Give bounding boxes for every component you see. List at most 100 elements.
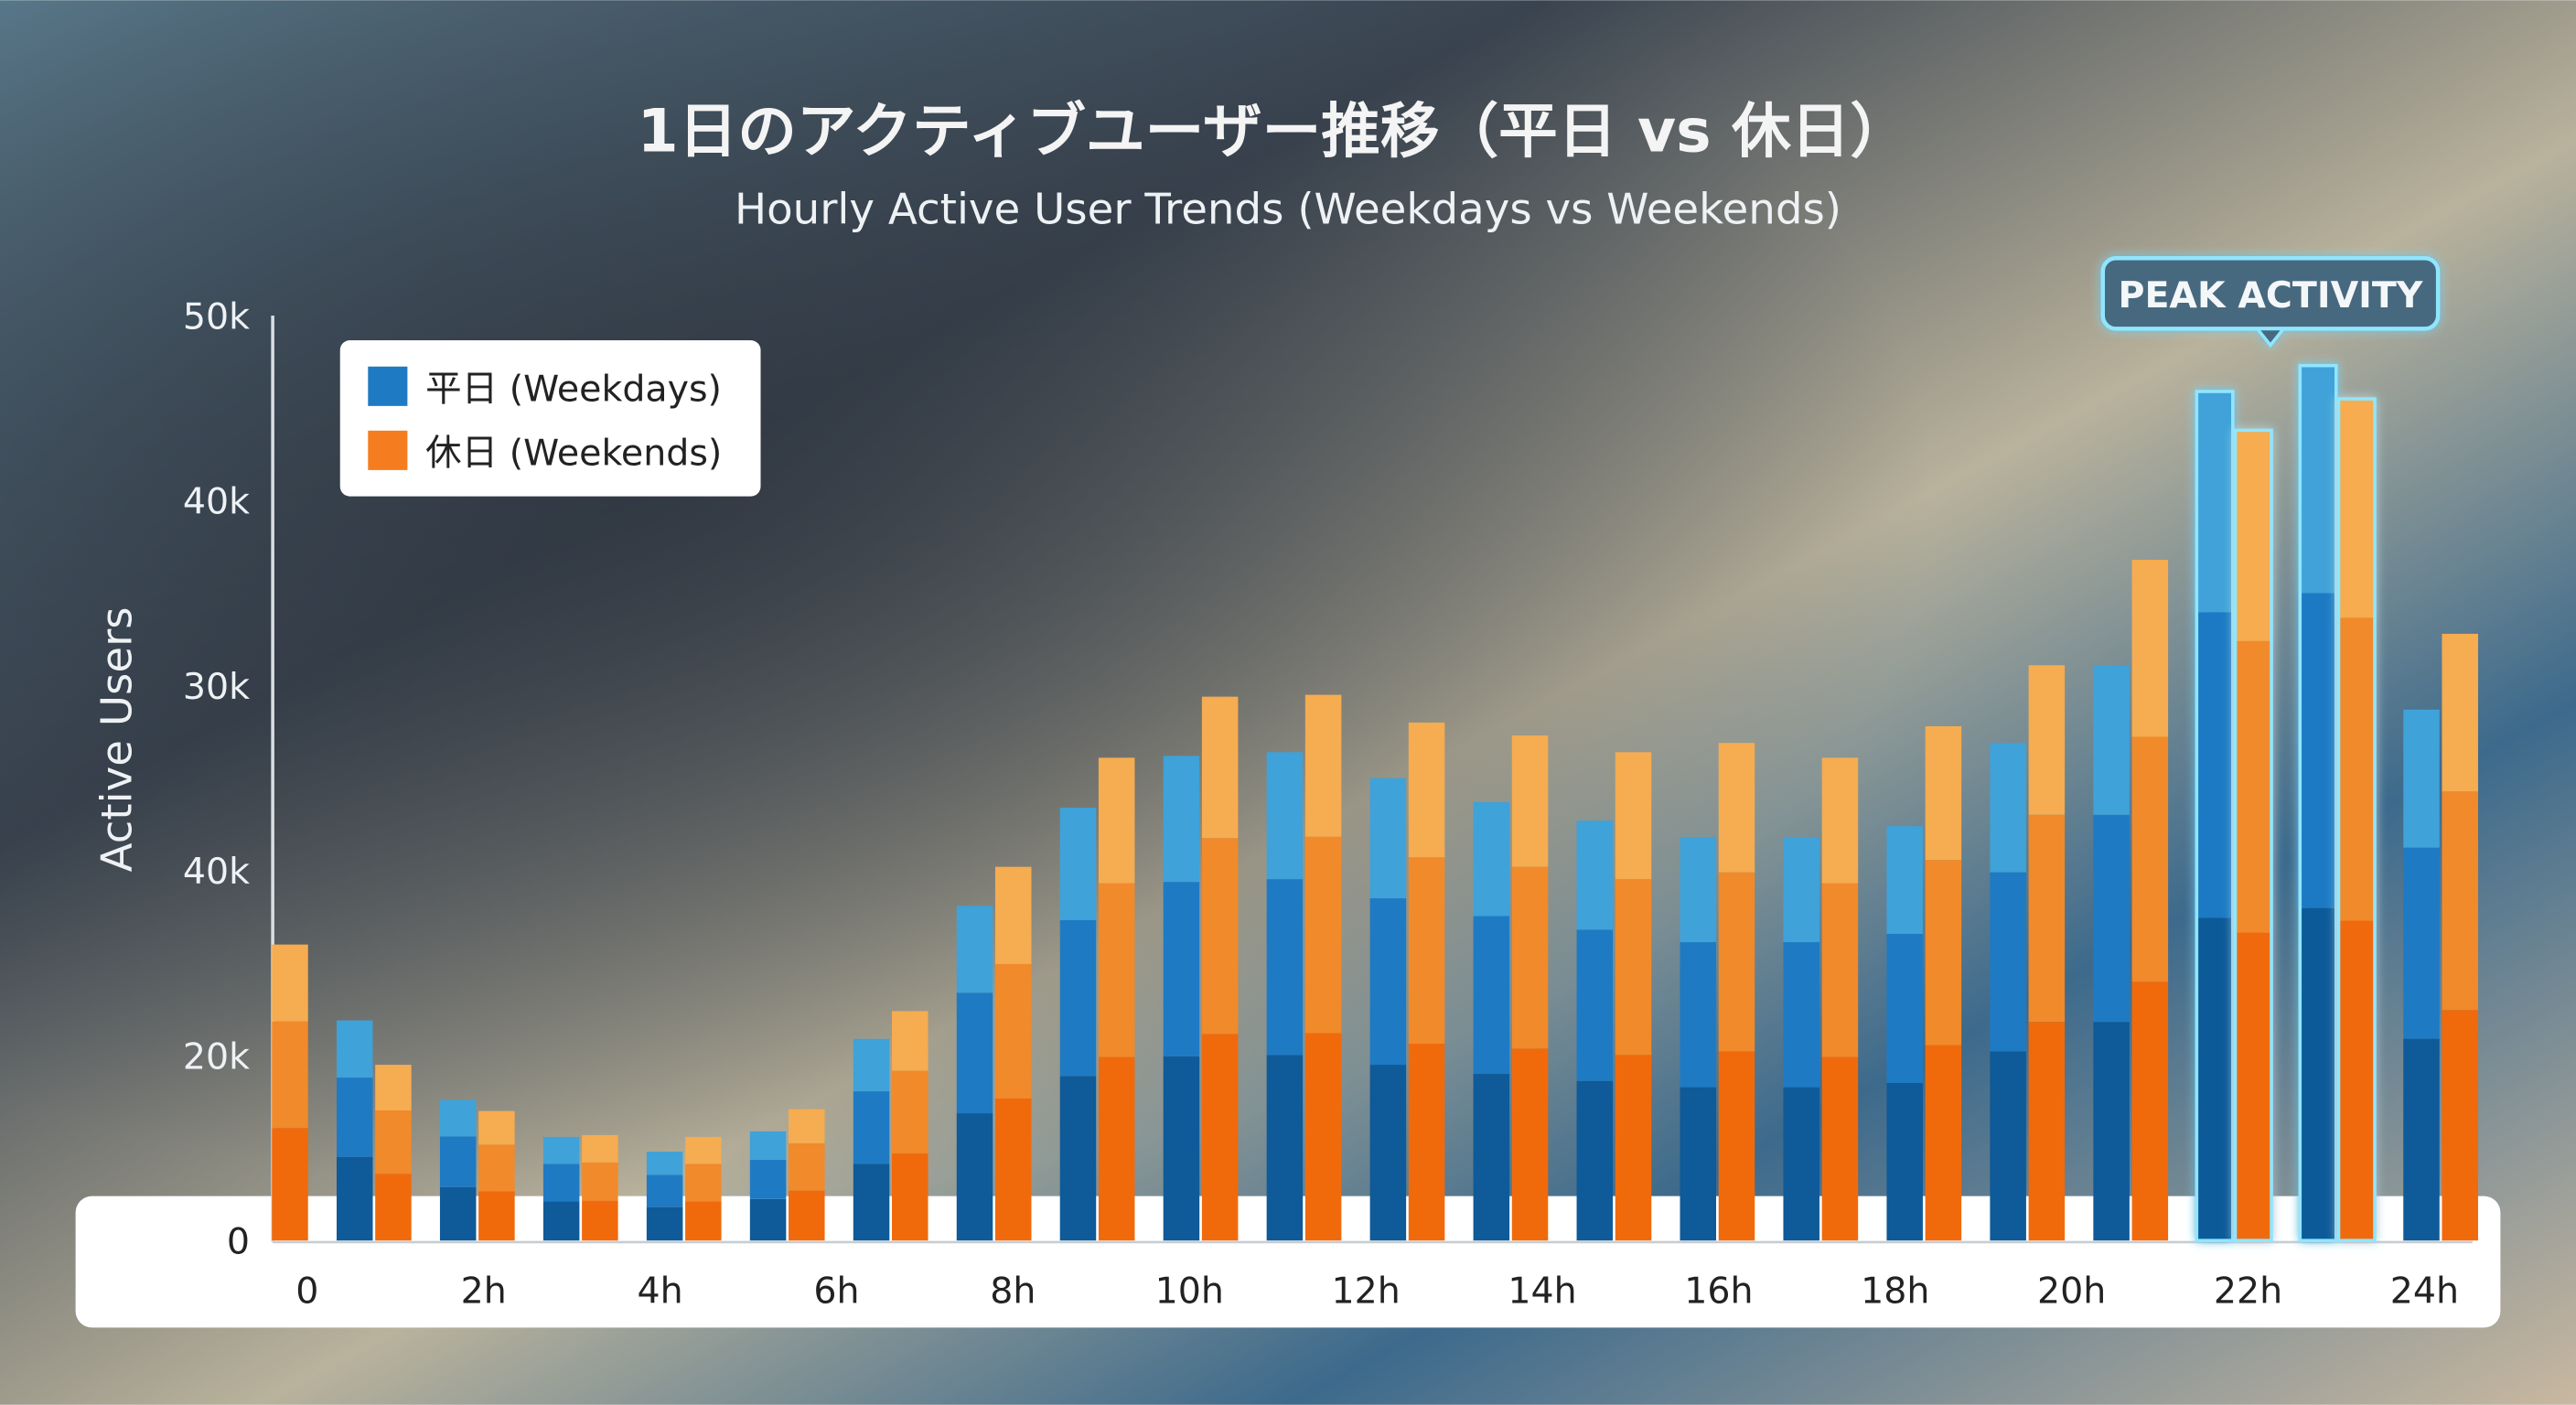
bar-weekends xyxy=(478,1110,515,1241)
bar-weekdays xyxy=(956,906,993,1241)
bar-segment xyxy=(956,992,993,1114)
bar-segment xyxy=(2028,814,2066,1023)
bar-segment xyxy=(1886,826,1923,934)
bar-segment xyxy=(1098,757,1135,884)
bar-segment xyxy=(749,1131,787,1160)
bar-segment xyxy=(789,1109,825,1143)
bar-segment xyxy=(1680,837,1717,942)
y-axis-label: Active Users xyxy=(93,606,143,872)
bar-segment xyxy=(2235,430,2272,641)
bar-segment xyxy=(582,1134,618,1163)
bar-segment xyxy=(2403,1038,2440,1241)
bar-segment xyxy=(1821,757,1859,884)
bar-segment xyxy=(1201,838,1239,1035)
bar-segment xyxy=(2300,593,2336,908)
bar-segment xyxy=(2093,665,2130,815)
bar-weekends xyxy=(375,1065,412,1241)
bar-weekdays xyxy=(542,1136,580,1241)
legend-label-weekdays: 平日 (Weekdays) xyxy=(425,368,722,410)
bar-segment xyxy=(272,944,308,1022)
bar-group xyxy=(1369,722,1445,1241)
bar-segment xyxy=(2300,907,2336,1241)
bar-segment xyxy=(272,1128,308,1241)
bar-segment xyxy=(1369,1065,1407,1241)
bar-segment xyxy=(1098,883,1135,1057)
bar-group xyxy=(956,866,1032,1241)
x-tick-label: 14h xyxy=(1508,1270,1576,1312)
x-tick-label: 2h xyxy=(461,1270,507,1312)
peak-annotation: PEAK ACTIVITY xyxy=(2100,255,2441,349)
bar-weekends xyxy=(2233,428,2273,1242)
bar-segment xyxy=(749,1198,787,1241)
bar-segment xyxy=(646,1174,683,1207)
bar-segment xyxy=(2442,791,2478,1011)
bar-segment xyxy=(2196,391,2233,613)
bar-weekends xyxy=(892,1011,928,1241)
bar-highlight-outline xyxy=(2298,363,2338,1242)
bar-group xyxy=(646,1136,722,1241)
bar-weekends xyxy=(994,866,1032,1241)
y-tick-label: 20k xyxy=(183,1035,250,1078)
x-tick-label: 12h xyxy=(1331,1270,1400,1312)
bar-weekdays xyxy=(2403,709,2440,1241)
bar-segment xyxy=(2131,559,2169,737)
bar-segment xyxy=(1990,743,2026,873)
bar-segment xyxy=(375,1110,412,1174)
bar-segment xyxy=(1369,778,1407,899)
bar-weekdays xyxy=(1576,820,1614,1241)
bar-segment xyxy=(1615,879,1652,1056)
bar-segment xyxy=(1615,752,1652,880)
bar-segment xyxy=(2235,640,2272,933)
bar-group xyxy=(1886,725,1962,1241)
bar-segment xyxy=(1821,883,1859,1057)
bar-segment xyxy=(1163,1056,1200,1241)
bar-segment xyxy=(478,1110,515,1145)
bar-segment xyxy=(542,1201,580,1241)
bar-segment xyxy=(542,1164,580,1202)
bar-segment xyxy=(439,1186,477,1241)
bar-weekdays xyxy=(1059,807,1097,1241)
x-tick-label: 10h xyxy=(1155,1270,1224,1312)
bar-weekends xyxy=(1925,725,1962,1241)
bar-segment xyxy=(336,1020,373,1078)
legend-swatch-weekdays xyxy=(368,366,408,406)
bar-segment xyxy=(2196,917,2233,1241)
bar-group xyxy=(1266,694,1342,1241)
bar-segment xyxy=(582,1162,618,1201)
bar-segment xyxy=(1408,722,1445,858)
bar-segment xyxy=(1473,916,1510,1075)
bar-segment xyxy=(956,1113,993,1241)
bar-segment xyxy=(1163,756,1200,883)
bar-group xyxy=(1473,735,1549,1241)
bar-segment xyxy=(749,1159,787,1199)
bar-weekdays xyxy=(1473,801,1510,1241)
bar-segment xyxy=(1576,1080,1614,1241)
bar-segment xyxy=(2196,612,2233,918)
x-tick-label: 8h xyxy=(990,1270,1036,1312)
bar-segment xyxy=(1783,941,1819,1088)
bar-segment xyxy=(853,1038,890,1092)
bar-weekdays xyxy=(1886,826,1923,1241)
bar-group xyxy=(2093,559,2169,1241)
bar-segment xyxy=(1059,807,1097,920)
bar-weekends xyxy=(272,944,308,1241)
x-tick-label: 22h xyxy=(2214,1270,2282,1312)
bar-weekends xyxy=(1511,735,1549,1241)
bar-segment xyxy=(2131,736,2169,982)
bar-segment xyxy=(1925,860,1962,1046)
bar-segment xyxy=(646,1207,683,1241)
bar-weekdays xyxy=(2093,665,2130,1241)
bar-group xyxy=(2403,633,2478,1241)
bar-group xyxy=(2298,363,2377,1242)
bar-segment xyxy=(582,1200,618,1241)
chart-title: 1日のアクティブユーザー推移（平日 vs 休日） xyxy=(638,97,1909,166)
bar-segment xyxy=(892,1011,928,1071)
bar-weekends xyxy=(1201,696,1239,1241)
bar-weekdays xyxy=(439,1099,477,1241)
bar-segment xyxy=(439,1136,477,1187)
bar-segment xyxy=(2093,814,2130,1023)
bar-weekdays xyxy=(749,1131,787,1241)
bar-segment xyxy=(2131,981,2169,1241)
bar-segment xyxy=(1925,725,1962,861)
